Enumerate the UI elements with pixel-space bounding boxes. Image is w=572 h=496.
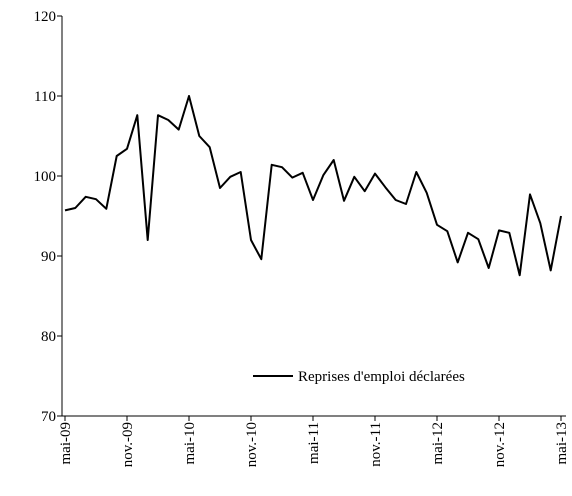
- x-tick-label: mai-09: [58, 422, 74, 465]
- x-tick-label: mai-13: [554, 422, 570, 465]
- y-tick-label: 120: [34, 9, 57, 25]
- legend-label: Reprises d'emploi déclarées: [298, 369, 465, 385]
- series-line: [64, 95, 562, 277]
- x-tick-label: nov.-10: [244, 422, 260, 467]
- y-tick-label: 90: [41, 249, 56, 265]
- y-tick-label: 100: [34, 169, 57, 185]
- legend-box: [244, 354, 554, 398]
- y-tick-label: 70: [41, 409, 56, 425]
- x-tick-label: nov.-09: [120, 422, 136, 467]
- x-tick-label: nov.-11: [368, 422, 384, 467]
- y-tick-label: 110: [34, 89, 56, 105]
- x-tick-label: mai-12: [430, 422, 446, 465]
- x-tick-label: nov.-12: [492, 422, 508, 467]
- x-tick-label: mai-11: [306, 422, 322, 464]
- x-tick-label: mai-10: [182, 422, 198, 465]
- y-tick-label: 80: [41, 329, 56, 345]
